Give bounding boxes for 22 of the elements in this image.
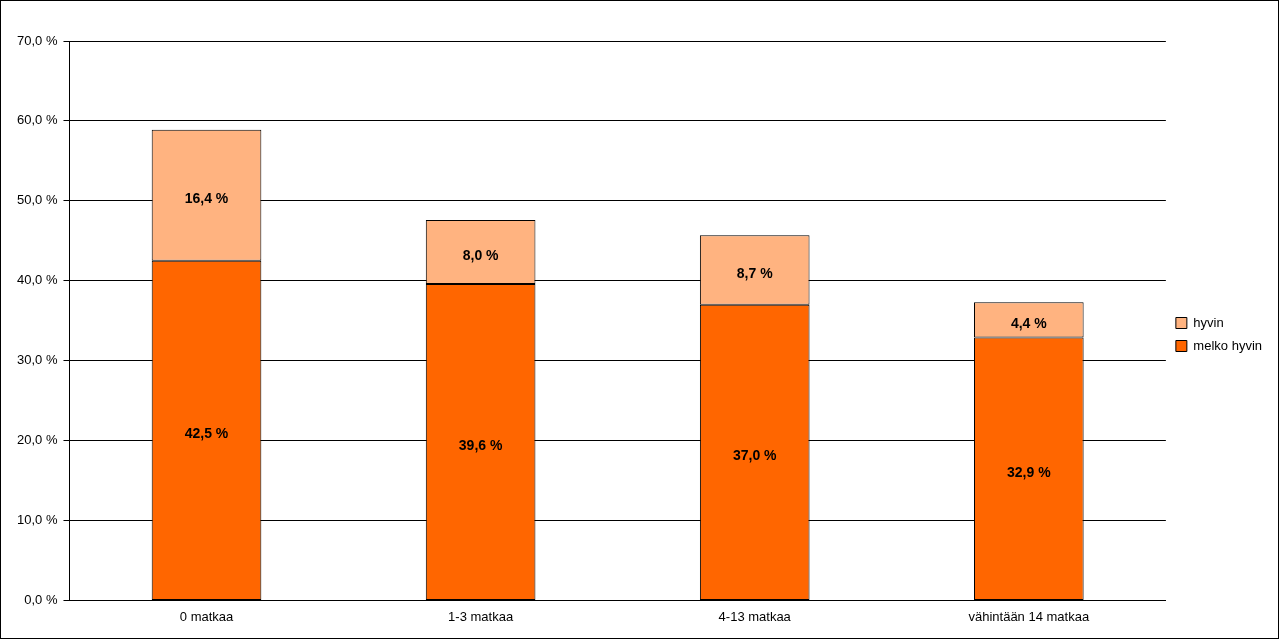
y-tick-label: 60,0 % [16,112,58,128]
y-tick-label: 10,0 % [16,512,58,528]
data-label: 16,4 % [184,190,229,207]
y-tick-label: 0,0 % [24,591,58,607]
data-label: 42,5 % [184,425,229,442]
x-tick-label: vähintään 14 matkaa [968,608,1090,624]
legend-label: hyvin [1193,314,1224,330]
data-label: 8,0 % [462,246,500,263]
y-tick-label: 50,0 % [16,192,58,208]
y-tick-label: 70,0 % [16,32,58,48]
x-tick-label: 0 matkaa [179,608,235,624]
data-label: 39,6 % [458,436,503,453]
x-tick-label: 4-13 matkaa [718,608,792,624]
legend-label: melko hyvin [1193,337,1262,353]
y-tick-label: 30,0 % [16,352,58,368]
y-tick-label: 20,0 % [16,432,58,448]
data-label: 32,9 % [1007,463,1052,480]
data-label: 8,7 % [736,264,774,281]
data-label: 37,0 % [732,447,778,464]
y-tick-label: 40,0 % [16,272,58,288]
x-tick-label: 1-3 matkaa [448,608,514,624]
data-label: 4,4 % [1010,314,1048,331]
